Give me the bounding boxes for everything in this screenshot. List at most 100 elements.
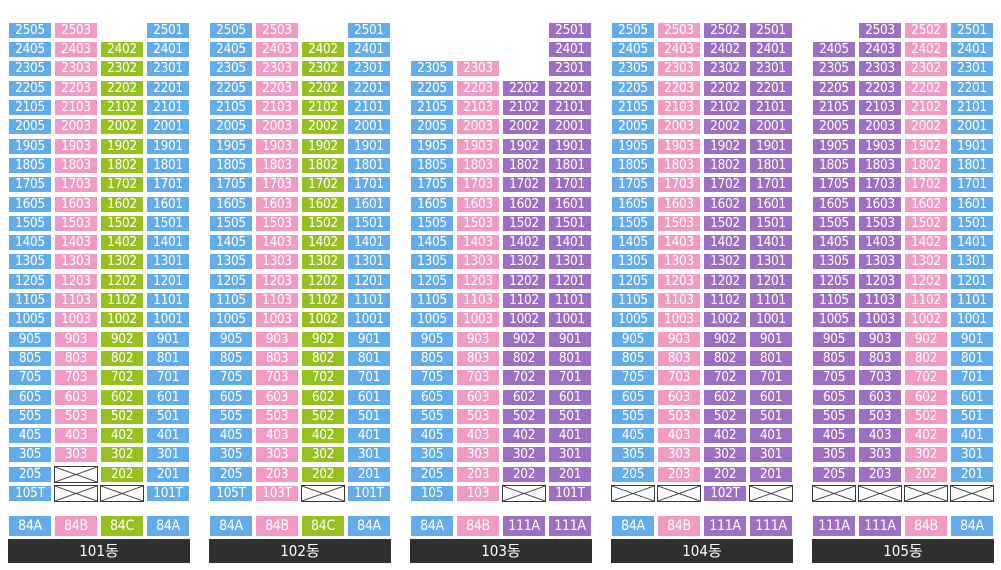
- unit-cell: 1002: [703, 311, 747, 329]
- unit-cell: 1703: [858, 176, 902, 194]
- unit-cell: 2005: [611, 118, 655, 136]
- building-name-label: 103동: [410, 539, 592, 563]
- unit-cell: 801: [347, 349, 391, 367]
- unit-cell: 1103: [456, 292, 500, 309]
- unit-cell: 2502: [703, 21, 747, 39]
- unit-cell: 1701: [347, 176, 391, 194]
- unit-cell: 1203: [657, 272, 701, 290]
- unit-type-label: 84B: [904, 515, 948, 537]
- unit-cell: 1501: [950, 214, 994, 232]
- unit-cell: 601: [146, 388, 190, 406]
- unit-cell: 2105: [410, 99, 454, 116]
- unit-cell: 1401: [146, 234, 190, 252]
- unit-cell: 1803: [657, 156, 701, 174]
- unit-cell: 1602: [904, 195, 948, 213]
- unit-cell: 1201: [749, 272, 793, 290]
- unit-cell: 901: [146, 330, 190, 348]
- unit-cell: 401: [950, 427, 994, 445]
- unit-cell: 2103: [255, 99, 299, 116]
- unit-cell: 2201: [950, 79, 994, 97]
- unit-cell: 2201: [146, 79, 190, 97]
- unit-cell: 1003: [456, 311, 500, 329]
- unit-cell: 403: [54, 427, 98, 445]
- unit-cell: 2003: [456, 118, 500, 136]
- unit-cell: 1305: [410, 253, 454, 271]
- empty-unit-cell: [904, 485, 948, 502]
- unit-cell: 1705: [410, 176, 454, 194]
- unit-cell: 2001: [347, 118, 391, 136]
- unit-cell: 802: [301, 349, 345, 367]
- unit-cell: 903: [858, 330, 902, 348]
- unit-cell: 602: [100, 388, 144, 406]
- unit-cell: 1803: [456, 156, 500, 174]
- unit-cell: 2002: [301, 118, 345, 136]
- unit-cell: 1401: [950, 234, 994, 252]
- unit-cell: 1302: [100, 253, 144, 271]
- unit-cell: 302: [904, 446, 948, 464]
- unit-cell: 1005: [410, 311, 454, 329]
- unit-cell: 1903: [858, 137, 902, 155]
- unit-cell: 2101: [347, 99, 391, 116]
- unit-cell: 1205: [410, 272, 454, 290]
- unit-cell: 2203: [255, 79, 299, 97]
- unit-cell: 1503: [54, 214, 98, 232]
- unit-cell: 1605: [410, 195, 454, 213]
- unit-type-label: 84A: [410, 515, 454, 537]
- unit-type-label: 111A: [749, 515, 793, 537]
- unit-cell: 2405: [812, 41, 856, 59]
- unit-cell: 2405: [611, 41, 655, 59]
- unit-cell: 1102: [703, 292, 747, 309]
- unit-cell: 1802: [703, 156, 747, 174]
- unit-cell: 1105: [8, 292, 52, 309]
- unit-cell: 1101: [347, 292, 391, 309]
- unit-cell: 803: [456, 349, 500, 367]
- unit-cell: 1903: [255, 137, 299, 155]
- empty-unit-cell: [611, 485, 655, 502]
- unit-cell: 2101: [950, 99, 994, 116]
- unit-cell: 1005: [812, 311, 856, 329]
- unit-cell: 1805: [611, 156, 655, 174]
- unit-cell: 1703: [657, 176, 701, 194]
- unit-cell: 2103: [657, 99, 701, 116]
- unit-cell: 1601: [347, 195, 391, 213]
- unit-cell: 1405: [812, 234, 856, 252]
- unit-cell: 1103: [54, 292, 98, 309]
- unit-cell: 403: [456, 427, 500, 445]
- unit-cell: 1105: [209, 292, 253, 309]
- unit-cell: 805: [410, 349, 454, 367]
- unit-cell: 1805: [410, 156, 454, 174]
- unit-cell: 105T: [8, 485, 52, 502]
- unit-cell: 602: [703, 388, 747, 406]
- unit-type-label: 84A: [347, 515, 391, 537]
- unit-cell: 1805: [209, 156, 253, 174]
- unit-cell: 2202: [301, 79, 345, 97]
- unit-type-label: 84B: [54, 515, 98, 537]
- empty-unit-cell: [100, 485, 144, 502]
- unit-cell: 1901: [548, 137, 592, 155]
- unit-cell: 801: [548, 349, 592, 367]
- unit-cell: 602: [904, 388, 948, 406]
- unit-cell: 1602: [301, 195, 345, 213]
- unit-cell: 1405: [611, 234, 655, 252]
- unit-cell: 205: [8, 465, 52, 483]
- unit-type-label: 84B: [657, 515, 701, 537]
- unit-cell: 501: [749, 407, 793, 425]
- unit-cell: 2003: [657, 118, 701, 136]
- unit-cell: 2002: [100, 118, 144, 136]
- unit-cell: 2305: [209, 60, 253, 78]
- unit-cell: 2001: [950, 118, 994, 136]
- unit-cell: 1603: [858, 195, 902, 213]
- unit-cell: 1205: [209, 272, 253, 290]
- unit-type-label: 111A: [858, 515, 902, 537]
- unit-cell: 802: [100, 349, 144, 367]
- unit-cell: 503: [255, 407, 299, 425]
- building-3: 105 205 305 405 505 605 705 805 905 1005 1105 1205 1…: [410, 0, 592, 570]
- empty-unit-cell: [301, 485, 345, 502]
- unit-cell: 1503: [858, 214, 902, 232]
- unit-cell: 2305: [812, 60, 856, 78]
- unit-cell: 501: [950, 407, 994, 425]
- unit-cell: 1302: [502, 253, 546, 271]
- unit-cell: 1503: [456, 214, 500, 232]
- unit-cell: 305: [410, 446, 454, 464]
- unit-cell: 1003: [54, 311, 98, 329]
